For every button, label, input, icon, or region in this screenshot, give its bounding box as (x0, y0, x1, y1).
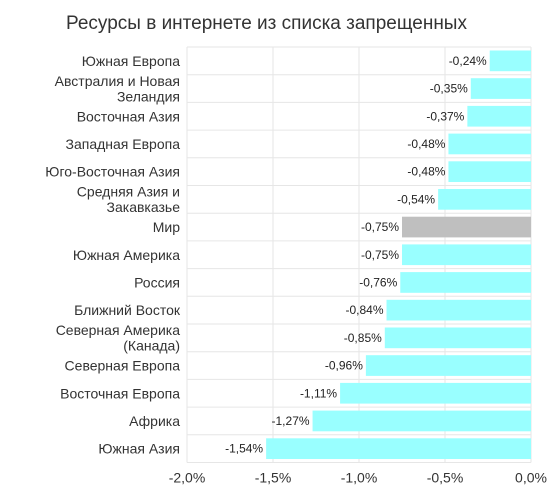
category-label: Закавказье (107, 199, 181, 215)
category-label: Австралия и Новая (55, 73, 180, 89)
x-tick-label: -2,0% (169, 470, 206, 486)
grid-layer (186, 46, 532, 463)
bar (402, 244, 531, 266)
x-tick-label: -0,5% (427, 470, 464, 486)
data-label: -0,84% (345, 303, 383, 317)
data-label: -0,76% (359, 275, 397, 289)
bar (438, 189, 531, 210)
data-label: -0,24% (449, 54, 487, 68)
data-label: -0,75% (361, 248, 399, 262)
category-label: Юго-Восточная Азия (45, 164, 180, 180)
category-label: Южная Европа (82, 53, 180, 69)
data-label: -0,48% (407, 137, 445, 151)
data-label: -0,96% (325, 359, 363, 373)
category-label: Южная Азия (98, 441, 180, 457)
labels-layer: -0,24% Южная Европа -0,35% Австралия и Нова… (45, 53, 487, 457)
bar (340, 382, 531, 404)
category-label: Восточная Азия (77, 108, 180, 124)
data-label: -0,54% (397, 192, 435, 206)
category-label: (Канада) (123, 338, 180, 354)
data-label: -1,54% (225, 442, 263, 456)
category-label: Южная Америка (73, 247, 180, 263)
data-label: -0,37% (426, 109, 464, 123)
bar (312, 410, 531, 432)
bar (386, 299, 531, 321)
x-tick-label: 0,0% (515, 470, 547, 486)
category-label: Ближний Восток (74, 302, 181, 318)
category-label: Африка (129, 413, 180, 429)
data-label: -0,48% (407, 165, 445, 179)
bar (448, 161, 531, 182)
bar (489, 50, 531, 72)
data-label: -1,27% (272, 414, 310, 428)
category-label: Мир (153, 219, 180, 235)
data-label: -0,75% (361, 220, 399, 234)
category-label: Северная Америка (56, 322, 181, 338)
category-label: Западная Европа (66, 136, 181, 152)
x-tick-label: -1,0% (341, 470, 378, 486)
bar (400, 272, 531, 293)
bar (384, 327, 531, 349)
data-label: -0,35% (430, 82, 468, 96)
data-label: -1,11% (300, 386, 337, 400)
bar (467, 105, 531, 127)
category-label: Восточная Европа (60, 385, 180, 401)
bar (365, 355, 531, 376)
bar (470, 78, 531, 99)
category-label: Зеландия (117, 88, 180, 104)
ticks-layer: -2,0% -1,5% -1,0% -0,5% 0,0% (169, 470, 547, 486)
category-label: Северная Европа (65, 358, 181, 374)
bar (448, 133, 531, 155)
x-tick-label: -1,5% (255, 470, 292, 486)
chart-title: Ресурсы в интернете из списка запрещенны… (66, 13, 467, 34)
bar (266, 438, 531, 459)
data-label: -0,85% (344, 331, 382, 345)
bars-layer (266, 50, 531, 459)
category-label: Средняя Азия и (77, 184, 180, 200)
category-label: Россия (134, 274, 180, 290)
bar (402, 216, 531, 238)
